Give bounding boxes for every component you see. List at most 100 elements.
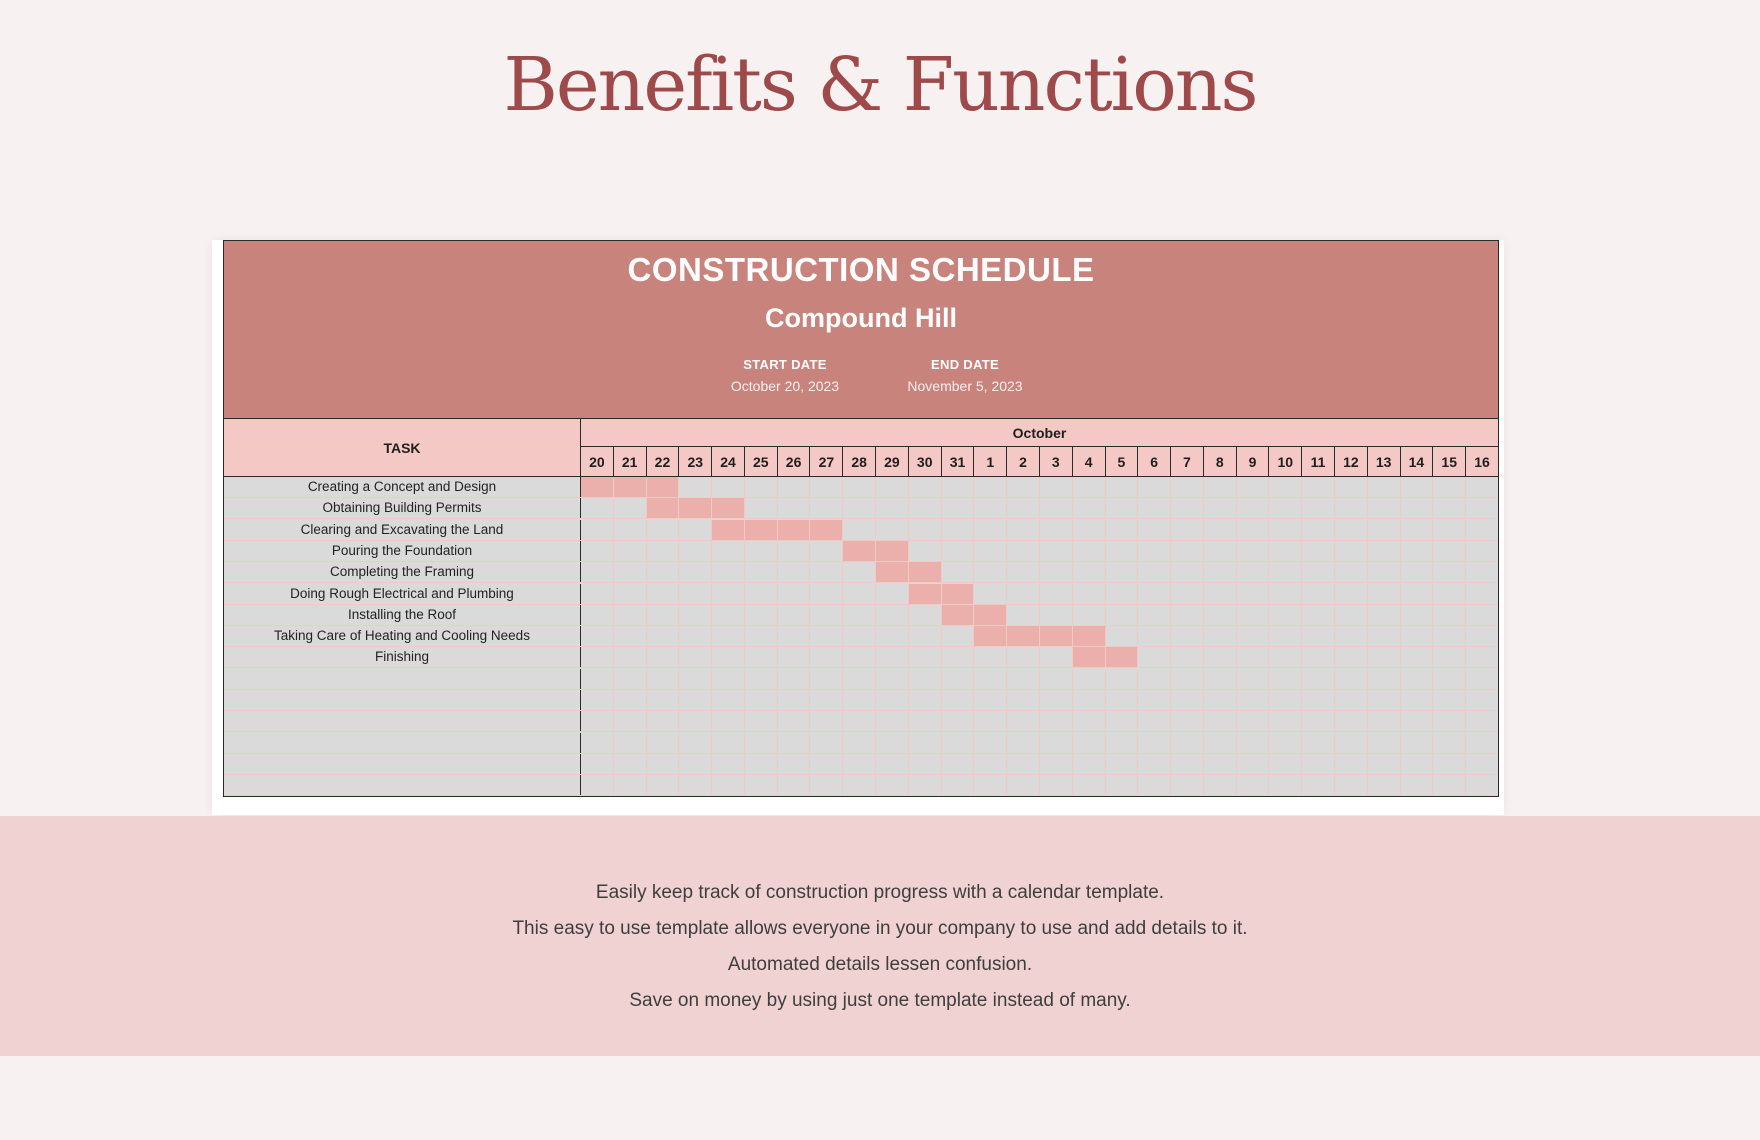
- grid-cell[interactable]: [1204, 732, 1237, 753]
- grid-cell[interactable]: [974, 562, 1008, 583]
- gantt-bar-cell[interactable]: [712, 519, 745, 540]
- grid-cell[interactable]: [1138, 732, 1172, 753]
- grid-cell[interactable]: [679, 540, 713, 561]
- grid-cell[interactable]: [1138, 668, 1172, 689]
- grid-cell[interactable]: [909, 711, 942, 732]
- grid-cell[interactable]: [1302, 775, 1335, 796]
- task-name[interactable]: [224, 711, 581, 732]
- grid-cell[interactable]: [1237, 540, 1270, 561]
- grid-cell[interactable]: [745, 477, 778, 497]
- grid-cell[interactable]: [1335, 711, 1368, 732]
- grid-cell[interactable]: [1433, 540, 1467, 561]
- grid-cell[interactable]: [876, 604, 909, 625]
- grid-cell[interactable]: [1335, 540, 1368, 561]
- task-name[interactable]: Taking Care of Heating and Cooling Needs: [224, 626, 581, 647]
- grid-cell[interactable]: [810, 753, 844, 774]
- grid-cell[interactable]: [876, 647, 909, 668]
- grid-cell[interactable]: [843, 711, 877, 732]
- grid-cell[interactable]: [1138, 775, 1172, 796]
- grid-cell[interactable]: [647, 626, 680, 647]
- grid-cell[interactable]: [1433, 477, 1467, 497]
- grid-cell[interactable]: [1335, 690, 1368, 710]
- grid-cell[interactable]: [1171, 562, 1204, 583]
- grid-cell[interactable]: [1106, 626, 1139, 647]
- grid-cell[interactable]: [876, 753, 909, 774]
- grid-cell[interactable]: [1007, 583, 1040, 604]
- grid-cell[interactable]: [909, 775, 942, 796]
- grid-cell[interactable]: [1401, 498, 1434, 519]
- grid-cell[interactable]: [843, 519, 877, 540]
- grid-cell[interactable]: [876, 498, 909, 519]
- grid-cell[interactable]: [1007, 562, 1040, 583]
- grid-cell[interactable]: [974, 732, 1008, 753]
- grid-cell[interactable]: [974, 668, 1008, 689]
- grid-cell[interactable]: [1466, 520, 1498, 540]
- grid-cell[interactable]: [1237, 753, 1270, 774]
- grid-cell[interactable]: [1007, 519, 1040, 540]
- grid-cell[interactable]: [974, 775, 1008, 796]
- grid-cell[interactable]: [647, 732, 680, 753]
- grid-cell[interactable]: [942, 540, 975, 561]
- grid-cell[interactable]: [1073, 604, 1106, 625]
- grid-cell[interactable]: [647, 690, 680, 710]
- grid-cell[interactable]: [712, 668, 745, 689]
- grid-cell[interactable]: [1237, 498, 1270, 519]
- grid-cell[interactable]: [1073, 562, 1106, 583]
- grid-cell[interactable]: [614, 498, 647, 519]
- task-name[interactable]: Completing the Framing: [224, 562, 581, 583]
- grid-cell[interactable]: [974, 690, 1008, 710]
- grid-cell[interactable]: [1204, 498, 1237, 519]
- grid-cell[interactable]: [1138, 690, 1172, 710]
- grid-cell[interactable]: [942, 477, 975, 497]
- grid-cell[interactable]: [1269, 626, 1303, 647]
- grid-cell[interactable]: [712, 477, 745, 497]
- grid-cell[interactable]: [1204, 775, 1237, 796]
- grid-cell[interactable]: [1368, 583, 1401, 604]
- gantt-bar-cell[interactable]: [1105, 647, 1139, 668]
- grid-cell[interactable]: [909, 477, 942, 497]
- grid-cell[interactable]: [1237, 668, 1270, 689]
- grid-cell[interactable]: [1401, 647, 1434, 668]
- grid-cell[interactable]: [778, 626, 811, 647]
- gantt-bar-cell[interactable]: [646, 477, 680, 497]
- grid-cell[interactable]: [1040, 477, 1073, 497]
- grid-cell[interactable]: [1368, 519, 1401, 540]
- grid-cell[interactable]: [745, 626, 778, 647]
- grid-cell[interactable]: [1335, 498, 1368, 519]
- grid-cell[interactable]: [1335, 583, 1368, 604]
- grid-cell[interactable]: [581, 711, 614, 732]
- grid-cell[interactable]: [1401, 626, 1434, 647]
- grid-cell[interactable]: [1007, 775, 1040, 796]
- grid-cell[interactable]: [1433, 498, 1467, 519]
- gantt-bar-cell[interactable]: [679, 498, 713, 519]
- grid-cell[interactable]: [679, 732, 713, 753]
- grid-cell[interactable]: [1466, 733, 1498, 753]
- grid-cell[interactable]: [679, 604, 713, 625]
- grid-cell[interactable]: [1204, 562, 1237, 583]
- grid-cell[interactable]: [745, 711, 778, 732]
- grid-cell[interactable]: [1269, 562, 1303, 583]
- grid-cell[interactable]: [942, 711, 975, 732]
- grid-cell[interactable]: [581, 498, 614, 519]
- grid-cell[interactable]: [1204, 711, 1237, 732]
- grid-cell[interactable]: [1401, 583, 1434, 604]
- task-name[interactable]: Installing the Roof: [224, 604, 581, 625]
- grid-cell[interactable]: [909, 626, 942, 647]
- grid-cell[interactable]: [876, 711, 909, 732]
- grid-cell[interactable]: [843, 732, 877, 753]
- grid-cell[interactable]: [942, 519, 975, 540]
- grid-cell[interactable]: [1433, 732, 1467, 753]
- grid-cell[interactable]: [1302, 604, 1335, 625]
- grid-cell[interactable]: [843, 562, 877, 583]
- grid-cell[interactable]: [745, 562, 778, 583]
- grid-cell[interactable]: [1237, 583, 1270, 604]
- grid-cell[interactable]: [1204, 604, 1237, 625]
- grid-cell[interactable]: [876, 732, 909, 753]
- grid-cell[interactable]: [1138, 540, 1172, 561]
- grid-cell[interactable]: [1466, 626, 1498, 646]
- grid-cell[interactable]: [1401, 477, 1434, 497]
- grid-cell[interactable]: [581, 732, 614, 753]
- grid-cell[interactable]: [1433, 583, 1467, 604]
- grid-cell[interactable]: [876, 690, 909, 710]
- grid-cell[interactable]: [942, 498, 975, 519]
